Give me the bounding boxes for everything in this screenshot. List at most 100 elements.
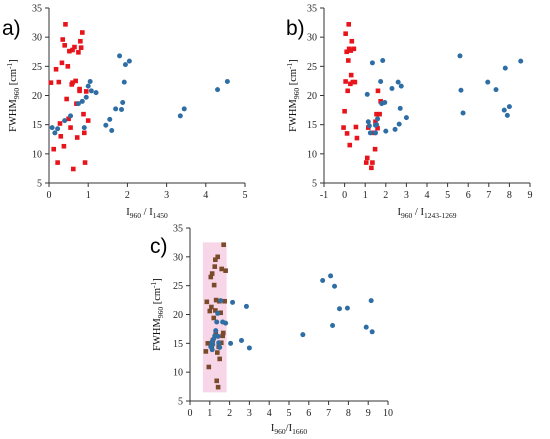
- data-point-square: [369, 165, 374, 171]
- data-point-circle: [120, 100, 126, 105]
- data-point-square: [211, 315, 217, 321]
- data-point-circle: [228, 340, 234, 346]
- data-point-circle: [246, 345, 252, 351]
- data-point-square: [344, 131, 350, 136]
- x-tick-label: 7: [326, 408, 331, 419]
- data-point-circle: [238, 337, 244, 343]
- data-point-circle: [49, 125, 55, 131]
- data-point-circle: [177, 113, 183, 119]
- chart-panel-3: 0 1 2 3 4 5 6 7 8 9 10 5 10 15 20 25 30 35 c) I960/I1660 FWH…: [149, 224, 393, 437]
- data-point-circle: [344, 305, 350, 311]
- x-tick-label: 0: [342, 190, 347, 201]
- data-point-square: [363, 160, 369, 165]
- data-point-square: [352, 79, 358, 85]
- data-point-circle: [117, 53, 123, 59]
- data-point-circle: [214, 319, 220, 325]
- y-tick-label: 30: [32, 33, 42, 44]
- data-point-circle: [218, 298, 224, 304]
- y-tick-label: 20: [173, 310, 183, 321]
- x-tick-label: 5: [243, 190, 248, 201]
- data-point-square: [57, 121, 63, 126]
- y-tick-label: 30: [307, 33, 317, 44]
- x-tick-label: 0: [188, 408, 193, 419]
- data-point-circle: [398, 83, 404, 89]
- data-point-circle: [52, 130, 58, 136]
- y-tick-label: 20: [32, 91, 42, 102]
- data-point-circle: [364, 91, 370, 97]
- data-point-square: [354, 135, 360, 141]
- data-point-circle: [121, 79, 127, 85]
- y-tick-label: 25: [307, 62, 317, 73]
- x-tick-label: 2: [125, 190, 130, 201]
- data-point-circle: [330, 322, 336, 328]
- y-tick-label: 5: [37, 179, 42, 190]
- data-point-square: [341, 125, 346, 130]
- data-point-square: [217, 356, 222, 362]
- data-point-square: [78, 45, 84, 50]
- data-point-square: [77, 86, 82, 92]
- data-point-square: [78, 38, 83, 44]
- data-point-square: [206, 364, 212, 370]
- x-tick-label: 9: [528, 190, 533, 201]
- data-point-square: [347, 142, 353, 148]
- data-point-circle: [336, 306, 342, 312]
- data-point-circle: [217, 344, 223, 350]
- data-point-square: [70, 80, 75, 85]
- data-point-circle: [369, 329, 375, 335]
- data-point-circle: [88, 88, 94, 94]
- data-point-square: [375, 88, 381, 94]
- data-point-circle: [109, 128, 115, 133]
- data-point-square: [214, 378, 220, 384]
- data-point-square: [351, 46, 357, 52]
- data-point-square: [215, 384, 221, 390]
- data-point-square: [72, 44, 77, 50]
- y-tick-label: 10: [307, 149, 317, 160]
- data-point-circle: [320, 277, 326, 283]
- data-point-square: [374, 111, 379, 117]
- data-point-circle: [243, 303, 249, 309]
- data-point-circle: [300, 332, 306, 338]
- x-tick-label: 8: [507, 190, 512, 201]
- x-axis-title: I960/I1660: [271, 423, 307, 436]
- data-point-circle: [210, 341, 216, 347]
- data-point-square: [76, 50, 81, 55]
- data-point-square: [215, 350, 220, 355]
- data-point-square: [220, 333, 225, 339]
- data-point-circle: [213, 328, 219, 334]
- data-point-circle: [367, 130, 373, 136]
- data-point-square: [62, 43, 67, 48]
- data-point-square: [60, 37, 66, 42]
- data-point-square: [343, 31, 348, 36]
- data-point-circle: [378, 79, 384, 84]
- data-point-square: [346, 22, 352, 27]
- data-point-circle: [403, 115, 409, 121]
- series-1: [341, 22, 383, 171]
- data-point-square: [73, 78, 78, 84]
- data-point-square: [66, 116, 71, 122]
- data-point-square: [65, 64, 71, 69]
- data-point-square: [372, 146, 378, 152]
- data-point-square: [342, 108, 347, 114]
- data-point-square: [205, 341, 211, 346]
- data-point-circle: [113, 106, 119, 112]
- chart-panel-2: -1 0 1 2 3 4 5 6 7 8 9 5 10 15 20 25 30 35b) I960 / I1243-…: [285, 4, 533, 221]
- data-point-square: [213, 308, 218, 313]
- y-tick-label: 35: [173, 224, 183, 235]
- data-point-square: [215, 254, 221, 260]
- series-1: [48, 22, 91, 172]
- x-tick-label: 9: [366, 408, 371, 419]
- data-point-circle: [93, 90, 99, 96]
- chart-panel-1: 0 1 2 3 4 5 5 10 15 20 25 30 35 a) I960 / I1450 FWHM960…: [2, 4, 248, 221]
- data-point-square: [348, 72, 354, 78]
- data-point-square: [209, 304, 214, 310]
- x-tick-label: 2: [227, 408, 232, 419]
- data-point-square: [220, 330, 226, 336]
- data-point-square: [375, 125, 380, 131]
- data-point-square: [61, 143, 67, 149]
- data-point-square: [343, 79, 348, 84]
- data-point-circle: [368, 298, 374, 304]
- data-point-circle: [493, 87, 499, 93]
- data-point-circle: [103, 122, 109, 128]
